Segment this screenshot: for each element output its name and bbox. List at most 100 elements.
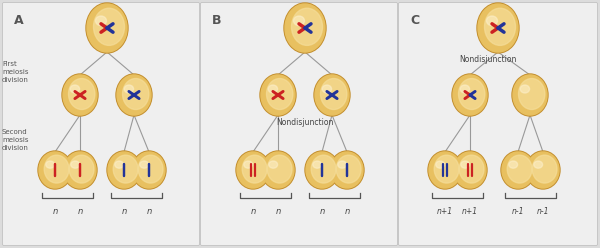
- Text: n: n: [250, 207, 256, 216]
- Text: n+1: n+1: [437, 207, 453, 216]
- Ellipse shape: [244, 161, 253, 168]
- Ellipse shape: [520, 85, 530, 93]
- Text: n-1: n-1: [512, 207, 524, 216]
- Text: n: n: [319, 207, 325, 216]
- Ellipse shape: [458, 79, 485, 110]
- Ellipse shape: [86, 3, 128, 53]
- Ellipse shape: [132, 151, 166, 189]
- Ellipse shape: [478, 4, 518, 52]
- Ellipse shape: [501, 151, 535, 189]
- Ellipse shape: [502, 152, 534, 188]
- Ellipse shape: [460, 85, 470, 93]
- Text: n: n: [77, 207, 83, 216]
- FancyBboxPatch shape: [200, 2, 398, 246]
- Text: A: A: [14, 14, 23, 27]
- Ellipse shape: [262, 152, 294, 188]
- FancyBboxPatch shape: [398, 2, 598, 246]
- Ellipse shape: [292, 8, 323, 45]
- Ellipse shape: [313, 161, 322, 168]
- Ellipse shape: [108, 152, 140, 188]
- Ellipse shape: [315, 75, 349, 115]
- Ellipse shape: [94, 8, 125, 45]
- Ellipse shape: [293, 16, 305, 26]
- Text: n-1: n-1: [537, 207, 549, 216]
- Ellipse shape: [63, 151, 97, 189]
- Text: C: C: [410, 14, 419, 27]
- Ellipse shape: [267, 155, 292, 183]
- Ellipse shape: [39, 152, 71, 188]
- Ellipse shape: [532, 155, 557, 183]
- Text: n: n: [275, 207, 281, 216]
- Ellipse shape: [461, 161, 470, 168]
- Text: n: n: [121, 207, 127, 216]
- Ellipse shape: [122, 79, 149, 110]
- Ellipse shape: [428, 151, 462, 189]
- Ellipse shape: [68, 79, 95, 110]
- Ellipse shape: [261, 151, 295, 189]
- Ellipse shape: [284, 3, 326, 53]
- Ellipse shape: [113, 155, 138, 183]
- Ellipse shape: [64, 152, 96, 188]
- Ellipse shape: [70, 85, 80, 93]
- Ellipse shape: [322, 85, 332, 93]
- Ellipse shape: [526, 151, 560, 189]
- Ellipse shape: [436, 161, 445, 168]
- Ellipse shape: [305, 151, 339, 189]
- FancyBboxPatch shape: [2, 2, 199, 246]
- Ellipse shape: [330, 151, 364, 189]
- Ellipse shape: [266, 79, 293, 110]
- Text: n: n: [146, 207, 152, 216]
- Ellipse shape: [331, 152, 363, 188]
- Ellipse shape: [116, 74, 152, 116]
- Ellipse shape: [260, 74, 296, 116]
- Text: Nondisjunction: Nondisjunction: [460, 55, 517, 64]
- Ellipse shape: [320, 79, 347, 110]
- Text: n: n: [52, 207, 58, 216]
- Ellipse shape: [513, 75, 547, 115]
- Ellipse shape: [485, 8, 515, 45]
- Ellipse shape: [336, 155, 361, 183]
- Ellipse shape: [454, 152, 486, 188]
- Ellipse shape: [133, 152, 165, 188]
- Ellipse shape: [509, 161, 518, 168]
- Ellipse shape: [306, 152, 338, 188]
- Ellipse shape: [434, 155, 459, 183]
- Ellipse shape: [115, 161, 124, 168]
- Ellipse shape: [338, 161, 347, 168]
- Ellipse shape: [261, 75, 295, 115]
- Text: n: n: [344, 207, 350, 216]
- Ellipse shape: [38, 151, 72, 189]
- Ellipse shape: [63, 75, 97, 115]
- Ellipse shape: [311, 155, 336, 183]
- Ellipse shape: [69, 155, 94, 183]
- Ellipse shape: [453, 75, 487, 115]
- Ellipse shape: [44, 155, 69, 183]
- Text: Nondisjunction: Nondisjunction: [276, 118, 334, 127]
- Ellipse shape: [269, 161, 278, 168]
- Ellipse shape: [487, 16, 497, 26]
- Ellipse shape: [534, 161, 542, 168]
- Ellipse shape: [107, 151, 141, 189]
- Ellipse shape: [527, 152, 559, 188]
- Ellipse shape: [71, 161, 80, 168]
- Ellipse shape: [285, 4, 325, 52]
- Ellipse shape: [314, 74, 350, 116]
- Ellipse shape: [429, 152, 461, 188]
- Ellipse shape: [124, 85, 134, 93]
- Ellipse shape: [62, 74, 98, 116]
- Ellipse shape: [140, 161, 149, 168]
- Ellipse shape: [87, 4, 127, 52]
- Ellipse shape: [459, 155, 484, 183]
- Ellipse shape: [452, 74, 488, 116]
- Text: B: B: [212, 14, 221, 27]
- Ellipse shape: [518, 79, 545, 110]
- Ellipse shape: [512, 74, 548, 116]
- Ellipse shape: [95, 16, 107, 26]
- Ellipse shape: [477, 3, 519, 53]
- Ellipse shape: [46, 161, 55, 168]
- Text: Second
meiosis
division: Second meiosis division: [2, 129, 29, 151]
- Ellipse shape: [242, 155, 267, 183]
- Text: n+1: n+1: [462, 207, 478, 216]
- Ellipse shape: [237, 152, 269, 188]
- Ellipse shape: [117, 75, 151, 115]
